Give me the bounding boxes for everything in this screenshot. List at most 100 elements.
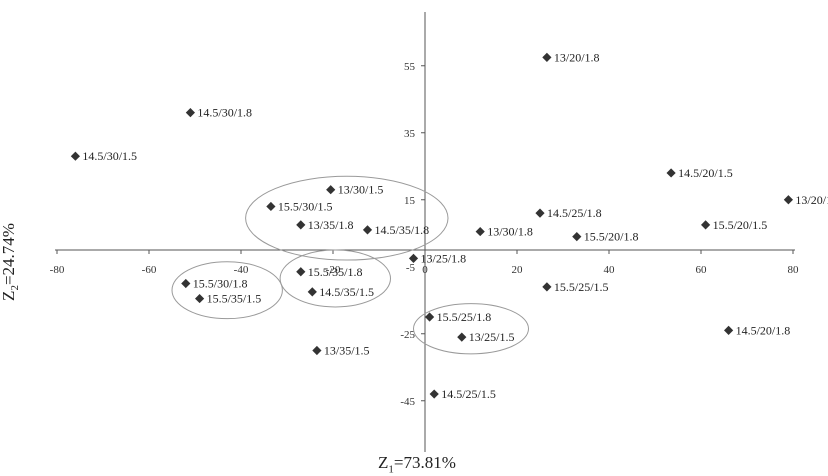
point-marker xyxy=(457,332,467,342)
x-tick-label: 20 xyxy=(512,264,524,276)
point-label: 14.5/35/1.5 xyxy=(319,285,374,299)
point-marker xyxy=(429,389,439,399)
point-label: 15.5/25/1.5 xyxy=(554,280,609,294)
y-axis-title: Z2=24.74% xyxy=(0,223,21,301)
point-marker xyxy=(296,267,306,277)
point-label: 14.5/25/1.5 xyxy=(441,387,496,401)
data-point: 13/30/1.8 xyxy=(475,225,533,239)
data-point: 14.5/35/1.8 xyxy=(362,223,430,237)
x-tick-label: 0 xyxy=(422,264,428,276)
point-label: 15.5/20/1.5 xyxy=(713,218,768,232)
y-axis-title-rest: =24.74% xyxy=(0,223,18,286)
data-point: 15.5/25/1.8 xyxy=(425,310,491,324)
group-ellipse xyxy=(171,261,283,320)
point-marker xyxy=(535,208,545,218)
point-marker xyxy=(296,220,306,230)
point-label: 15.5/30/1.5 xyxy=(278,199,333,213)
point-marker xyxy=(666,168,676,178)
point-label: 14.5/30/1.8 xyxy=(197,106,252,120)
point-marker xyxy=(475,226,485,237)
x-tick-label: 40 xyxy=(604,264,616,276)
data-point: 14.5/35/1.5 xyxy=(307,285,374,299)
group-ellipse xyxy=(279,249,391,308)
point-label: 14.5/20/1.5 xyxy=(678,166,733,180)
point-marker xyxy=(70,151,80,161)
point-marker xyxy=(542,282,552,292)
data-point: 15.5/35/1.8 xyxy=(296,265,362,279)
data-point: 13/25/1.8 xyxy=(408,251,467,265)
point-marker xyxy=(326,185,336,195)
data-point: 14.5/25/1.5 xyxy=(429,387,496,401)
x-tick-label: -60 xyxy=(142,264,157,276)
x-tick-label: 60 xyxy=(696,264,708,276)
x-axis-title: Z1=73.81% xyxy=(378,453,456,475)
point-label: 13/35/1.5 xyxy=(324,344,370,358)
y-tick-label: -5 xyxy=(406,262,416,274)
point-label: 13/25/1.8 xyxy=(421,251,467,265)
point-marker xyxy=(425,312,435,322)
x-tick-label: -80 xyxy=(50,264,65,276)
point-label: 13/20/1.8 xyxy=(554,50,600,64)
data-point: 15.5/25/1.5 xyxy=(542,280,609,294)
data-point: 13/20/1.5 xyxy=(783,193,828,207)
data-point: 13/30/1.5 xyxy=(326,183,383,197)
point-marker xyxy=(181,278,191,289)
y-tick-label: -45 xyxy=(400,396,415,408)
x-tick-label: -20 xyxy=(326,264,341,276)
x-axis-title-sub: 1 xyxy=(388,463,394,476)
point-label: 13/25/1.5 xyxy=(469,330,515,344)
point-label: 14.5/35/1.8 xyxy=(375,223,430,237)
point-marker xyxy=(408,253,419,263)
point-label: 15.5/30/1.8 xyxy=(193,277,248,291)
data-point: 14.5/20/1.8 xyxy=(724,323,790,337)
point-label: 14.5/25/1.8 xyxy=(547,206,602,220)
data-point: 13/35/1.5 xyxy=(312,344,370,358)
point-label: 14.5/30/1.5 xyxy=(82,149,137,163)
data-point: 14.5/25/1.8 xyxy=(535,206,602,220)
axes: -80 -60 -40 -20 0 20 40 60 80 -45 -25 15 35 55 -5 xyxy=(50,12,799,452)
y-tick-label: 15 xyxy=(404,195,416,207)
group-ellipse xyxy=(245,175,449,261)
point-marker xyxy=(701,220,711,230)
group-ellipses xyxy=(171,175,529,355)
point-marker xyxy=(307,287,317,297)
data-point: 15.5/30/1.8 xyxy=(181,277,247,291)
point-marker xyxy=(185,108,195,118)
point-label: 15.5/20/1.8 xyxy=(584,230,639,244)
x-tick-label: -40 xyxy=(234,264,249,276)
data-points: 13/20/1.8 14.5/30/1.8 14.5/30/1.5 14.5/20/1… xyxy=(70,50,828,401)
data-point: 14.5/20/1.5 xyxy=(666,166,733,180)
point-label: 14.5/20/1.8 xyxy=(736,323,791,337)
point-marker xyxy=(542,52,552,62)
data-point: 15.5/35/1.5 xyxy=(195,292,261,306)
point-label: 15.5/35/1.5 xyxy=(207,292,262,306)
point-marker xyxy=(312,345,322,356)
x-axis-title-rest: =73.81% xyxy=(393,453,456,472)
data-point: 15.5/30/1.5 xyxy=(266,199,333,213)
data-point: 13/25/1.5 xyxy=(457,330,514,344)
y-axis-title-main: Z xyxy=(0,290,18,301)
group-ellipse xyxy=(413,303,529,355)
point-label: 13/30/1.5 xyxy=(338,183,384,197)
point-label: 15.5/25/1.8 xyxy=(437,310,492,324)
point-marker xyxy=(195,293,205,304)
point-label: 13/30/1.8 xyxy=(487,225,533,239)
data-point: 14.5/30/1.5 xyxy=(70,149,137,163)
y-axis-title-sub: 2 xyxy=(9,285,22,291)
data-point: 15.5/20/1.8 xyxy=(572,230,638,244)
point-label: 15.5/35/1.8 xyxy=(308,265,363,279)
point-marker xyxy=(362,225,373,235)
data-point: 13/35/1.8 xyxy=(296,218,353,232)
data-point: 13/20/1.8 xyxy=(542,50,600,64)
y-tick-label: 35 xyxy=(404,128,416,140)
y-tick-label: -25 xyxy=(400,329,415,341)
point-marker xyxy=(266,201,276,212)
point-label: 13/35/1.8 xyxy=(308,218,354,232)
data-point: 14.5/30/1.8 xyxy=(185,106,252,120)
point-marker xyxy=(783,195,793,205)
data-point: 15.5/20/1.5 xyxy=(701,218,767,232)
x-axis-title-main: Z xyxy=(378,453,389,472)
point-marker xyxy=(724,325,734,335)
point-label: 13/20/1.5 xyxy=(795,193,828,207)
